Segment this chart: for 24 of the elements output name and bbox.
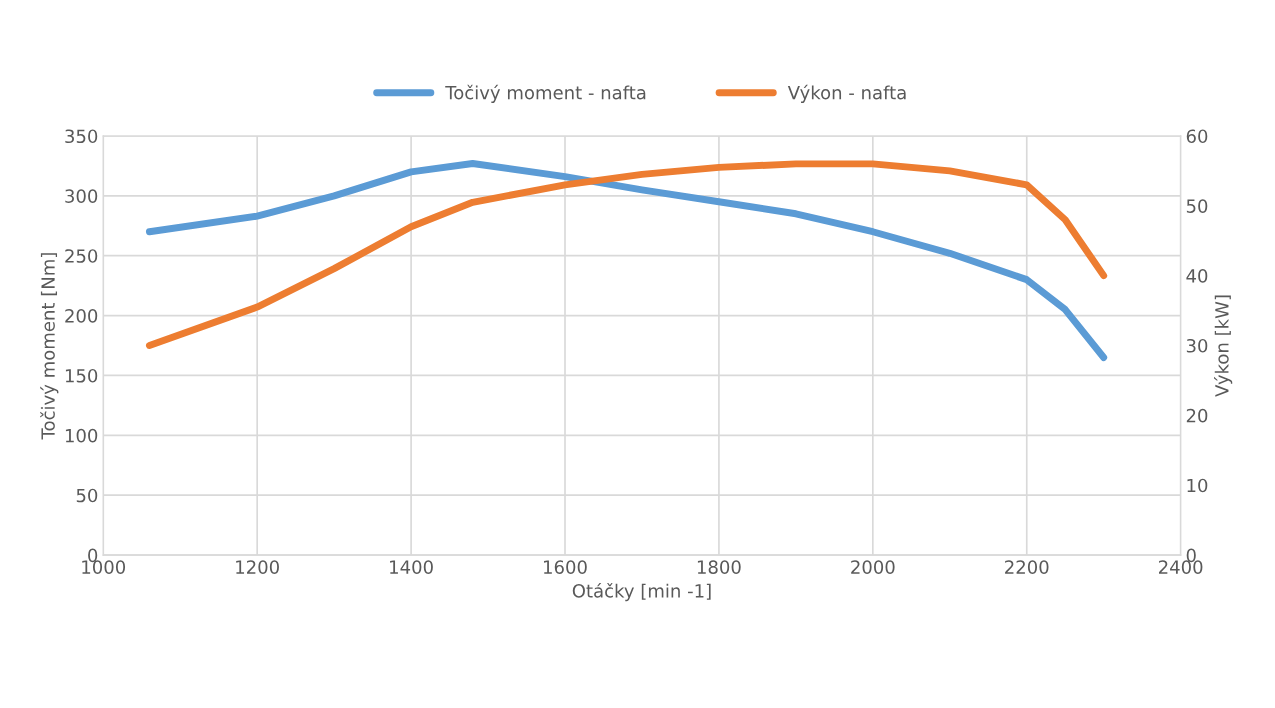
y2-axis-title: Výkon [kW] — [1214, 295, 1233, 397]
y2-tick-label: 40 — [1186, 269, 1208, 283]
y2-tick-label: 50 — [1186, 199, 1208, 213]
x-tick-label: 1600 — [544, 560, 587, 574]
x-tick-label: 2200 — [1005, 560, 1049, 574]
x-tick-label: 2000 — [851, 560, 895, 574]
y2-tick-label: 20 — [1186, 408, 1208, 423]
y2-tick-label: 10 — [1187, 478, 1208, 493]
y-tick-label: 300 — [65, 189, 98, 203]
y2-tick-label: 60 — [1186, 129, 1208, 144]
x-axis-title: Otáčky [min -1] — [572, 582, 711, 602]
legend-label: Výkon - nafta — [787, 84, 906, 103]
y-tick-label: 100 — [65, 428, 98, 443]
y-tick-label: 200 — [65, 309, 98, 323]
y-tick-label: 350 — [65, 129, 98, 144]
x-tick-label: 1400 — [390, 560, 433, 574]
x-tick-label: 1200 — [236, 560, 279, 574]
y2-tick-label: 30 — [1186, 338, 1208, 353]
y-tick-label: 250 — [65, 249, 98, 263]
x-tick-label: 1800 — [697, 560, 741, 574]
legend-label: Točivý moment - nafta — [445, 84, 646, 103]
y-axis-title: Točivý moment [Nm] — [40, 253, 59, 440]
y-tick-label: 150 — [65, 368, 98, 383]
y-tick-label: 50 — [76, 488, 98, 503]
